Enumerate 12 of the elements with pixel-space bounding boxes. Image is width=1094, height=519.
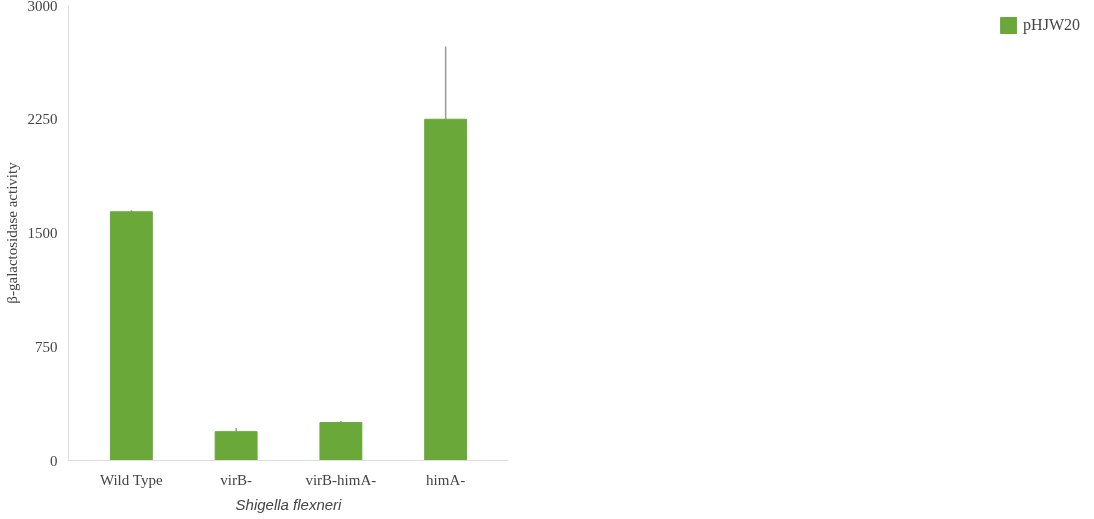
y-tick-label: 1500 bbox=[27, 225, 58, 241]
legend-label: pHJW20 bbox=[1023, 16, 1080, 34]
x-tick-label: Wild Type bbox=[99, 471, 163, 488]
x-tick-label: himA- bbox=[426, 471, 466, 488]
x-tick-label: virB- bbox=[220, 471, 252, 488]
y-tick-label: 750 bbox=[35, 338, 58, 355]
y-tick-label: 2250 bbox=[27, 111, 58, 128]
x-axis-title: Shigella flexneri bbox=[235, 495, 343, 513]
y-axis-title: β-galactosidase activity bbox=[3, 161, 20, 304]
y-tick-label: 0 bbox=[50, 452, 58, 469]
y-tick-label: 3000 bbox=[27, 0, 58, 14]
x-tick-label: virB-himA- bbox=[305, 471, 377, 488]
